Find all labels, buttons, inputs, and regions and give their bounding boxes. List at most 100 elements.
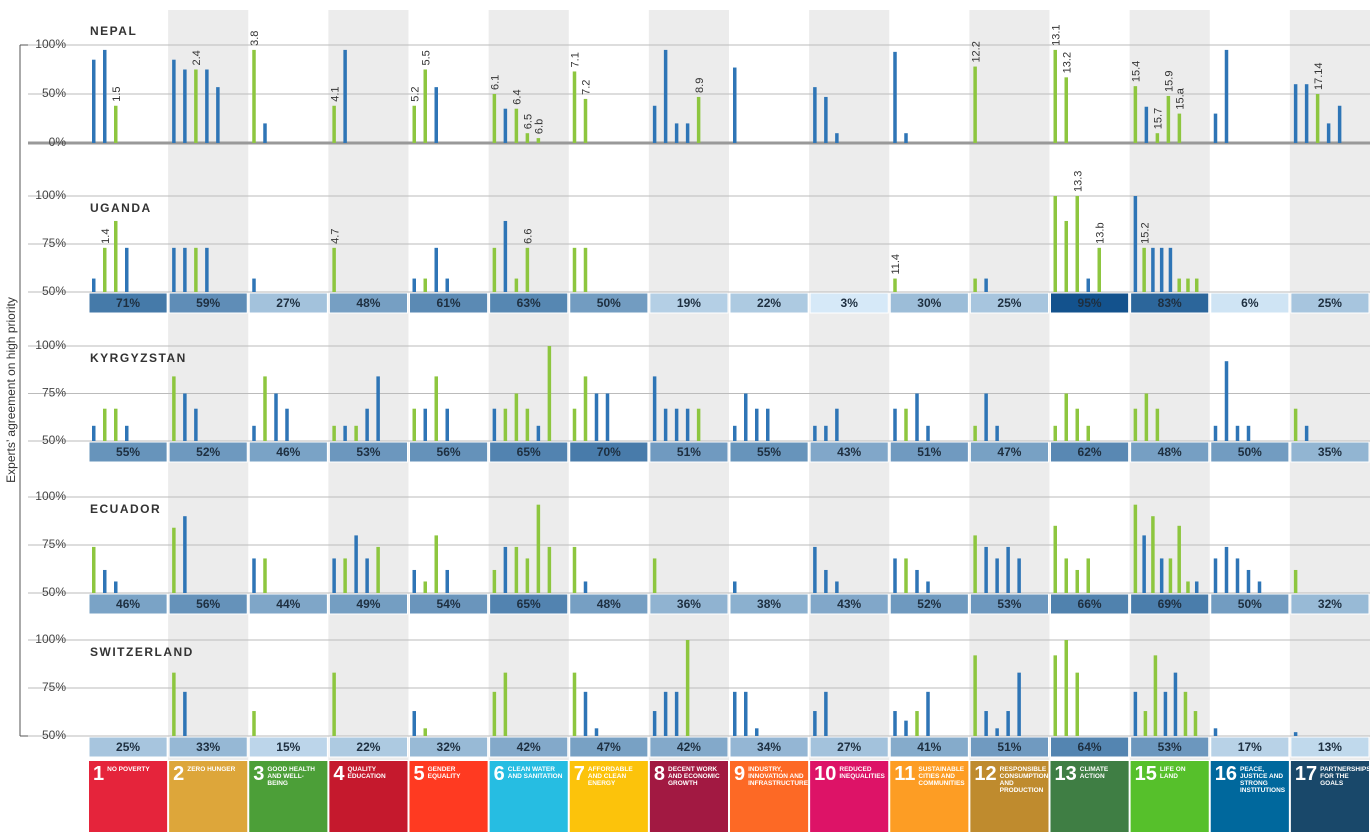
summary-label: 13%: [1318, 740, 1342, 754]
summary-label: 50%: [1238, 445, 1262, 459]
bar: [1326, 123, 1331, 143]
bar: [1177, 525, 1181, 593]
summary-cell: [88, 593, 168, 615]
bar: [423, 69, 427, 143]
bar: [183, 393, 187, 441]
summary-label: 55%: [757, 445, 781, 459]
bar: [412, 711, 416, 736]
bar: [1194, 278, 1199, 292]
bar: [733, 425, 737, 441]
bar: [503, 108, 508, 143]
bar: [423, 728, 427, 736]
summary-label: 38%: [757, 597, 781, 611]
bar: [376, 546, 380, 593]
summary-cell: [168, 593, 248, 615]
bar: [685, 123, 690, 143]
bar: [1133, 504, 1138, 593]
bar: [1075, 569, 1079, 593]
summary-cell: [809, 736, 889, 758]
bar-label: 4.1: [329, 86, 341, 101]
bar: [263, 376, 267, 441]
bar: [1143, 711, 1148, 736]
bar: [1224, 361, 1229, 441]
summary-cell: [409, 441, 489, 463]
summary-label: 27%: [276, 296, 300, 310]
summary-label: 17%: [1238, 740, 1262, 754]
bar: [904, 558, 908, 593]
bar: [536, 425, 541, 441]
sdg-icon-text: 12 RESPONSIBLE CONSUMPTION AND PRODUCTION: [974, 763, 1049, 794]
bar: [733, 67, 737, 143]
sdg-icon: [730, 761, 809, 832]
bar: [1064, 77, 1068, 143]
bar: [984, 546, 988, 593]
bar: [572, 546, 577, 593]
summary-label: 47%: [997, 445, 1021, 459]
bar-label: 5.5: [421, 50, 433, 65]
summary-cell: [809, 593, 889, 615]
bar: [984, 278, 988, 292]
sdg-icon: [649, 761, 728, 832]
bar: [1173, 672, 1178, 736]
summary-cell: [489, 593, 569, 615]
summary-label: 48%: [1158, 445, 1182, 459]
sdg-icon-text: 7 AFFORDABLE AND CLEAN ENERGY: [574, 764, 633, 787]
bar: [1086, 558, 1090, 593]
bar: [114, 105, 118, 143]
bar: [172, 59, 176, 144]
bar: [652, 558, 657, 593]
sdg-name: PEACE, JUSTICE AND STRONG INSTITUTIONS: [1240, 766, 1286, 794]
bar: [492, 569, 497, 593]
bar: [973, 66, 977, 143]
sdg-icon: [1290, 761, 1369, 832]
bar: [263, 123, 267, 143]
y-tick-label: 50%: [42, 728, 66, 742]
sdg-icon-text: 5 GENDER EQUALITY: [414, 764, 461, 784]
summary-label: 63%: [517, 296, 541, 310]
bar: [995, 728, 999, 736]
y-axis-label: Experts’ agreement on high priority: [4, 297, 18, 483]
sdg-number: 17: [1294, 763, 1318, 785]
summary-cell: [168, 292, 248, 314]
bar-label: 6.5: [523, 114, 535, 129]
bar: [525, 133, 530, 143]
label-backdrop: [4, 250, 18, 530]
bar: [514, 108, 519, 143]
bar: [824, 425, 828, 441]
sdg-number: 3: [253, 763, 265, 785]
bar: [755, 728, 759, 736]
summary-cell: [889, 593, 969, 615]
sdg-number: 13: [1054, 763, 1077, 785]
bar: [1151, 516, 1155, 593]
sdg-name: RESPONSIBLE CONSUMPTION AND PRODUCTION: [999, 766, 1049, 794]
bar: [1177, 113, 1182, 143]
summary-label: 32%: [437, 740, 461, 754]
bar: [1293, 732, 1298, 736]
bar: [1193, 711, 1198, 736]
sdg-number: 12: [974, 763, 997, 785]
summary-label: 19%: [677, 296, 701, 310]
bar: [915, 393, 919, 441]
bar: [492, 408, 497, 441]
bar: [114, 408, 118, 441]
sdg-icon-text: 9 INDUSTRY, INNOVATION AND INFRASTRUCTURE: [730, 761, 808, 832]
bar: [1053, 49, 1057, 143]
bar: [252, 49, 256, 143]
bar: [252, 558, 256, 593]
sdg-name: ZERO HUNGER: [187, 766, 236, 773]
bar: [1186, 278, 1190, 292]
bar: [434, 535, 438, 593]
y-tick-label: 75%: [42, 537, 66, 551]
bar: [1142, 247, 1146, 292]
bar: [365, 558, 369, 593]
bar: [365, 408, 369, 441]
bar: [1064, 558, 1068, 593]
sdg-icon: [890, 761, 969, 832]
summary-label: 47%: [597, 740, 621, 754]
bar: [525, 247, 530, 292]
bar: [412, 278, 416, 292]
bar: [172, 527, 176, 593]
bar: [274, 393, 278, 441]
bar: [194, 408, 198, 441]
sdg-icon-text: 11 SUSTAINABLE CITIES AND COMMUNITIES: [894, 764, 964, 787]
